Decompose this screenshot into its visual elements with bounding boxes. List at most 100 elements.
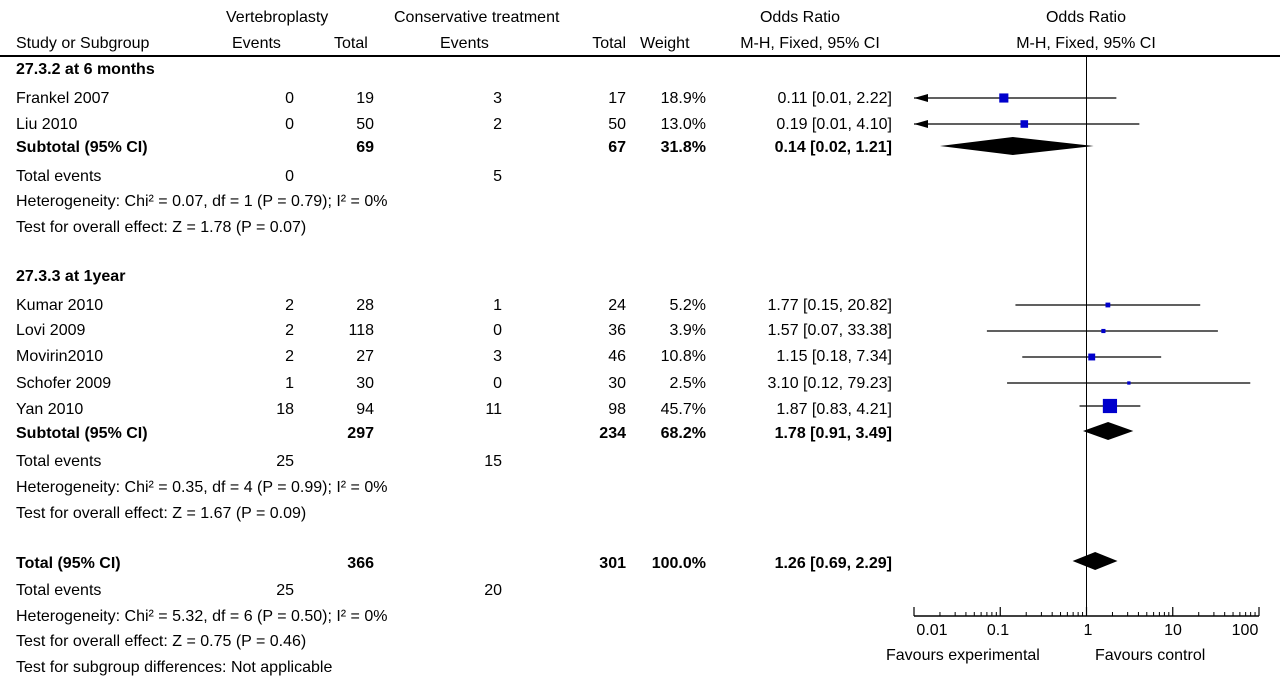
total-events-ctl: 15 — [484, 453, 502, 470]
ci-arrow-left — [914, 94, 928, 102]
study-name: Yan 2010 — [16, 401, 84, 418]
total-total-ctl: 301 — [599, 555, 626, 572]
events-exp: 18 — [276, 401, 294, 418]
header-odds-ratio: Odds Ratio — [759, 9, 841, 26]
study-name: Frankel 2007 — [16, 90, 110, 107]
overall-effect-text: Test for overall effect: Z = 1.78 (P = 0… — [16, 219, 307, 236]
study-marker — [1127, 381, 1131, 385]
weight: 10.8% — [660, 348, 706, 365]
header-conservative: Conservative treatment — [394, 9, 560, 26]
study-marker — [1088, 353, 1096, 361]
header-vertebroplasty: Vertebroplasty — [226, 9, 329, 26]
or-ci: 1.15 [0.18, 7.34] — [776, 348, 892, 365]
total-ctl: 17 — [608, 90, 626, 107]
subgroup-title: 27.3.2 at 6 months — [16, 61, 155, 78]
subtotal-total-ctl: 234 — [599, 425, 626, 442]
total-events-exp: 25 — [276, 453, 294, 470]
weight: 13.0% — [660, 116, 706, 133]
subtotal-label: Subtotal (95% CI) — [16, 425, 148, 442]
total-diamond — [1072, 552, 1118, 570]
or-ci: 0.19 [0.01, 4.10] — [776, 116, 892, 133]
header-plot-odds-ratio: Odds Ratio — [1045, 9, 1127, 26]
total-ctl: 50 — [608, 116, 626, 133]
or-ci: 1.87 [0.83, 4.21] — [776, 401, 892, 418]
total-events-exp: 0 — [285, 168, 294, 185]
total-or-ci: 1.26 [0.69, 2.29] — [774, 555, 892, 572]
events-exp: 0 — [285, 90, 294, 107]
events-exp: 1 — [285, 375, 294, 392]
subtotal-weight: 68.2% — [660, 425, 706, 442]
tick-label: 0.1 — [986, 622, 1010, 639]
total-total-exp: 366 — [347, 555, 374, 572]
header-events-exp: Events — [232, 35, 281, 52]
total-exp: 28 — [356, 297, 374, 314]
subgroup-title: 27.3.3 at 1year — [16, 268, 126, 285]
overall-effect-text: Test for overall effect: Z = 0.75 (P = 0… — [16, 633, 307, 650]
events-ctl: 11 — [485, 401, 502, 418]
tick-label: 0.01 — [916, 622, 948, 639]
total-exp: 50 — [356, 116, 374, 133]
header-total-exp: Total — [334, 35, 368, 52]
study-name: Lovi 2009 — [16, 322, 86, 339]
events-ctl: 3 — [493, 90, 502, 107]
events-ctl: 1 — [493, 297, 502, 314]
subtotal-weight: 31.8% — [660, 139, 706, 156]
subtotal-total-exp: 297 — [347, 425, 374, 442]
weight: 3.9% — [669, 322, 706, 339]
events-exp: 2 — [285, 348, 294, 365]
total-events-label: Total events — [16, 453, 102, 470]
total-exp: 19 — [356, 90, 374, 107]
study-name: Liu 2010 — [16, 116, 78, 133]
study-name: Movirin2010 — [16, 348, 104, 365]
subtotal-diamond — [939, 137, 1094, 155]
favours-experimental-label: Favours experimental — [886, 647, 1040, 664]
header-rule — [0, 55, 1280, 57]
study-marker — [1105, 302, 1111, 308]
study-marker — [1101, 328, 1106, 334]
weight: 2.5% — [669, 375, 706, 392]
events-exp: 0 — [285, 116, 294, 133]
study-marker — [1020, 120, 1029, 128]
study-marker — [1102, 398, 1118, 414]
total-events-label: Total events — [16, 582, 102, 599]
weight: 45.7% — [660, 401, 706, 418]
header-method: M-H, Fixed, 95% CI — [740, 35, 880, 52]
favours-control-label: Favours control — [1095, 647, 1206, 664]
header-events-ctl: Events — [440, 35, 489, 52]
total-ctl: 24 — [608, 297, 626, 314]
total-ctl: 36 — [608, 322, 626, 339]
subtotal-total-ctl: 67 — [608, 139, 626, 156]
weight: 5.2% — [669, 297, 706, 314]
tick-label: 100 — [1231, 622, 1259, 639]
tick-label: 1 — [1083, 622, 1093, 639]
events-ctl: 2 — [493, 116, 502, 133]
header-plot-method: M-H, Fixed, 95% CI — [1016, 35, 1156, 52]
subtotal-or-ci: 1.78 [0.91, 3.49] — [774, 425, 892, 442]
heterogeneity-text: Heterogeneity: Chi² = 5.32, df = 6 (P = … — [16, 608, 388, 625]
header-total-ctl: Total — [592, 35, 626, 52]
subtotal-label: Subtotal (95% CI) — [16, 139, 148, 156]
total-exp: 118 — [348, 322, 374, 339]
or-ci: 0.11 [0.01, 2.22] — [777, 90, 892, 107]
header-study: Study or Subgroup — [16, 35, 150, 52]
header-weight: Weight — [640, 35, 690, 52]
subgroup-differences-text: Test for subgroup differences: Not appli… — [16, 659, 333, 676]
ci-arrow-left — [914, 120, 928, 128]
total-exp: 30 — [356, 375, 374, 392]
total-ctl: 98 — [608, 401, 626, 418]
total-weight: 100.0% — [651, 555, 706, 572]
total-ctl: 30 — [608, 375, 626, 392]
total-events-label: Total events — [16, 168, 102, 185]
subtotal-or-ci: 0.14 [0.02, 1.21] — [774, 139, 892, 156]
or-ci: 3.10 [0.12, 79.23] — [767, 375, 892, 392]
total-events-ctl: 5 — [493, 168, 502, 185]
subtotal-diamond — [1082, 422, 1134, 440]
study-name: Kumar 2010 — [16, 297, 104, 314]
weight: 18.9% — [660, 90, 706, 107]
study-name: Schofer 2009 — [16, 375, 112, 392]
events-ctl: 3 — [493, 348, 502, 365]
events-ctl: 0 — [493, 375, 502, 392]
overall-effect-text: Test for overall effect: Z = 1.67 (P = 0… — [16, 505, 307, 522]
total-exp: 27 — [356, 348, 374, 365]
